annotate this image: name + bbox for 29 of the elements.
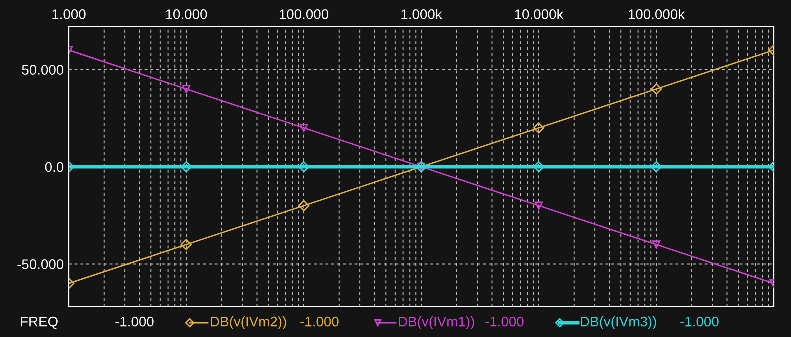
x-tick-label: 1.000k bbox=[402, 9, 442, 20]
point bbox=[298, 200, 310, 212]
point bbox=[180, 239, 192, 250]
text: -1.000 bbox=[486, 316, 524, 327]
x-tick-label: 10.000 bbox=[166, 10, 208, 20]
legend-label: DB(v(IVm2)) bbox=[211, 316, 286, 330]
point bbox=[182, 85, 191, 94]
text: -1.000 bbox=[300, 316, 339, 327]
point bbox=[533, 161, 545, 173]
point bbox=[300, 124, 308, 132]
point bbox=[298, 161, 310, 173]
y-tick-label: 50.000 bbox=[22, 65, 64, 75]
legend-label: DB(v(IVm3)) bbox=[581, 316, 656, 330]
x-tick-label: 100.000k bbox=[628, 9, 686, 20]
point bbox=[650, 84, 662, 95]
y-tick-label: 0.0 bbox=[45, 162, 64, 172]
legend-label: DB(v(IVm1)) bbox=[399, 316, 474, 330]
point bbox=[180, 161, 192, 173]
x-axis-title: FREQ bbox=[21, 316, 58, 330]
y-tick-label: -50.000 bbox=[18, 260, 64, 270]
text: -1.000 bbox=[116, 316, 154, 327]
point bbox=[650, 161, 662, 173]
x-tick-label: 1.000 bbox=[52, 10, 86, 20]
text: -1.000 bbox=[680, 316, 719, 327]
point bbox=[533, 122, 545, 134]
x-tick-label: 100.000 bbox=[280, 10, 329, 20]
point bbox=[652, 240, 661, 249]
x-tick-label: 10.000k bbox=[515, 9, 564, 20]
point bbox=[534, 202, 544, 210]
